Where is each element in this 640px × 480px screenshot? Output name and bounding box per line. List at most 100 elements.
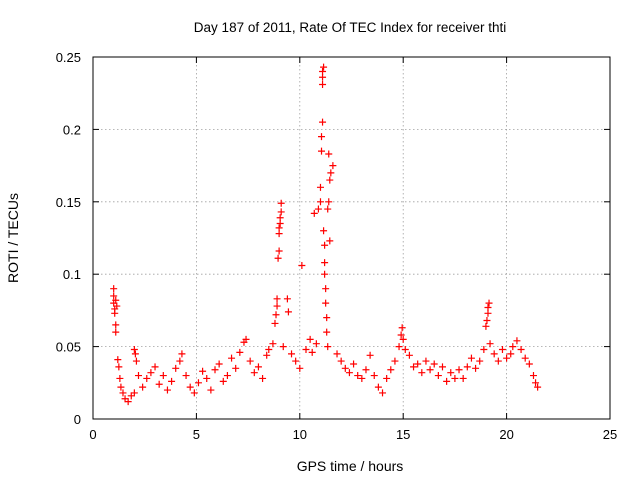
data-point [117, 383, 125, 391]
data-point [110, 285, 118, 293]
data-point [374, 383, 382, 391]
data-point [143, 374, 151, 382]
data-point [215, 360, 223, 368]
data-point [194, 379, 202, 387]
data-point [472, 364, 480, 372]
y-tick-label: 0 [74, 412, 81, 427]
data-point [345, 369, 353, 377]
data-point [463, 363, 471, 371]
data-point [312, 340, 320, 348]
data-point [525, 360, 533, 368]
data-point [298, 262, 306, 270]
data-point [484, 304, 492, 312]
data-point [483, 317, 491, 325]
data-point [459, 374, 467, 382]
data-point [263, 351, 271, 359]
data-point [321, 241, 329, 249]
data-point [199, 367, 207, 375]
data-point [350, 360, 358, 368]
y-tick-label: 0.25 [56, 50, 81, 65]
data-point [325, 198, 333, 206]
data-point [139, 383, 147, 391]
data-point [422, 357, 430, 365]
data-point [114, 356, 122, 364]
data-point [292, 357, 300, 365]
data-point [320, 227, 328, 235]
data-point [119, 389, 127, 397]
data-point [401, 345, 409, 353]
data-point [116, 374, 124, 382]
data-point [323, 314, 331, 322]
data-point [151, 363, 159, 371]
data-point [236, 348, 244, 356]
data-point [318, 133, 326, 141]
data-point [147, 369, 155, 377]
data-point [322, 285, 330, 293]
data-point [115, 363, 123, 371]
data-point [395, 343, 403, 351]
data-point [319, 67, 327, 75]
data-point [480, 345, 488, 353]
data-point [273, 302, 281, 310]
data-point [219, 377, 227, 385]
data-point [438, 363, 446, 371]
data-point [223, 372, 231, 380]
data-point [203, 374, 211, 382]
data-point [434, 372, 442, 380]
data-point [383, 374, 391, 382]
x-tick-label: 15 [396, 427, 410, 442]
data-point [134, 372, 142, 380]
data-point [321, 259, 329, 267]
data-point [283, 295, 291, 303]
data-point [155, 380, 163, 388]
data-point [271, 319, 279, 327]
data-point [366, 351, 374, 359]
data-point [259, 374, 267, 382]
data-point [273, 295, 281, 303]
chart-title: Day 187 of 2011, Rate Of TEC Index for r… [194, 20, 506, 35]
data-point [467, 354, 475, 362]
data-point [430, 360, 438, 368]
x-tick-label: 0 [89, 427, 96, 442]
data-point [333, 350, 341, 358]
y-tick-label: 0.05 [56, 340, 81, 355]
data-point [316, 183, 324, 191]
data-point [509, 343, 517, 351]
data-point [318, 147, 326, 155]
data-point [207, 386, 215, 394]
data-point [111, 309, 119, 317]
data-point [503, 354, 511, 362]
data-point [410, 363, 418, 371]
data-point [168, 377, 176, 385]
data-point [130, 389, 138, 397]
data-point [326, 176, 334, 184]
data-point [275, 247, 283, 255]
data-point [443, 377, 451, 385]
data-points [110, 63, 542, 406]
x-tick-label: 5 [193, 427, 200, 442]
data-point [379, 389, 387, 397]
data-point [398, 324, 406, 332]
data-point [250, 369, 258, 377]
data-point [320, 63, 328, 71]
data-point [319, 118, 327, 126]
data-point [321, 270, 329, 278]
data-point [327, 169, 335, 177]
y-axis-title: ROTI / TECUs [5, 193, 21, 283]
data-point [447, 369, 455, 377]
data-point [130, 345, 138, 353]
data-point [302, 345, 310, 353]
data-point [391, 357, 399, 365]
data-point [498, 345, 506, 353]
data-point [110, 292, 118, 300]
data-point [329, 162, 337, 170]
data-point [414, 360, 422, 368]
data-point [308, 348, 316, 356]
data-point [534, 383, 542, 391]
data-point [521, 354, 529, 362]
x-tick-label: 10 [293, 427, 307, 442]
data-point [326, 237, 334, 245]
data-point [246, 357, 254, 365]
data-point [494, 357, 502, 365]
